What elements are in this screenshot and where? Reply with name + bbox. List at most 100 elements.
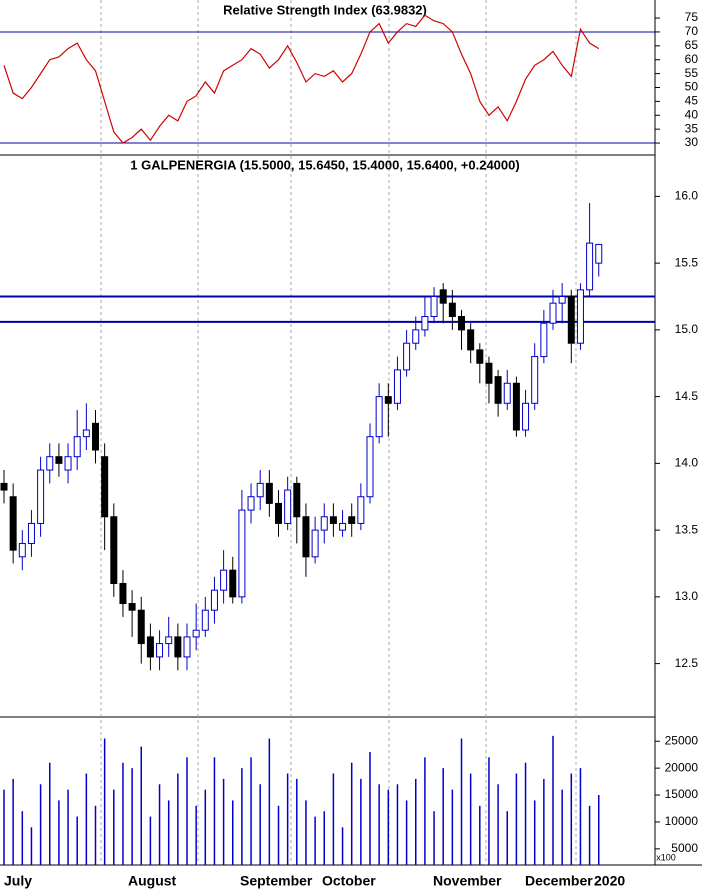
candle-body — [458, 316, 465, 331]
candle-body — [128, 603, 136, 611]
candle-body — [146, 636, 154, 658]
x-tick-label: September — [240, 873, 313, 889]
candle-body — [37, 469, 45, 524]
candle-body — [430, 296, 438, 318]
x-tick-label: 2020 — [594, 873, 625, 889]
candle-body — [357, 496, 365, 524]
candle-body — [46, 456, 54, 471]
candle-body — [275, 502, 282, 524]
candle-body — [110, 516, 118, 585]
x-tick-label: August — [128, 873, 177, 889]
y-tick-label: 13.5 — [675, 522, 699, 536]
candle-body — [174, 636, 182, 658]
y-tick-label: 35 — [685, 121, 699, 135]
candle-body — [201, 609, 209, 631]
candle-body — [156, 643, 164, 658]
candle-body — [393, 369, 401, 404]
candle-body — [448, 302, 456, 318]
y-tick-label: 13.0 — [675, 589, 699, 603]
candle-body — [82, 429, 90, 438]
y-tick-label: 15.5 — [675, 255, 699, 269]
x-tick-label: October — [322, 873, 376, 889]
candle-body — [375, 396, 383, 438]
candle-body — [384, 396, 392, 404]
candle-body — [366, 436, 374, 498]
candle-body — [494, 376, 502, 404]
unit-label: x100 — [656, 852, 676, 862]
candle-body — [540, 322, 548, 358]
candle-body — [348, 516, 356, 524]
candle-body — [412, 329, 420, 344]
candle-body — [311, 529, 319, 558]
candle-body — [238, 509, 246, 598]
candle-body — [522, 402, 530, 431]
y-tick-label: 65 — [685, 38, 699, 52]
candle-body — [165, 636, 173, 645]
y-tick-label: 25000 — [665, 733, 699, 747]
candle-body — [512, 382, 520, 431]
candle-body — [595, 243, 603, 264]
candle-body — [18, 542, 26, 558]
candle-body — [101, 456, 109, 518]
candle-body — [467, 329, 475, 351]
candle-body — [137, 609, 145, 645]
candle-body — [265, 482, 273, 504]
candle-body — [284, 489, 292, 524]
y-tick-label: 12.5 — [675, 656, 699, 670]
candle-body — [503, 382, 511, 404]
x-tick-label: November — [433, 873, 502, 889]
candle-body — [320, 516, 328, 531]
candle-body — [73, 436, 81, 458]
candle-body — [192, 629, 200, 638]
y-tick-label: 55 — [685, 66, 699, 80]
candle-body — [293, 482, 301, 518]
y-tick-label: 16.0 — [675, 189, 699, 203]
y-tick-label: 40 — [685, 107, 699, 121]
candle-body — [119, 583, 127, 605]
candle-body — [220, 569, 228, 591]
y-tick-label: 5000 — [671, 841, 698, 855]
candle-body — [339, 522, 347, 531]
candle-body — [485, 362, 493, 384]
y-tick-label: 50 — [685, 80, 699, 94]
candle-body — [586, 242, 594, 291]
y-tick-label: 60 — [685, 52, 699, 66]
x-tick-label: December — [525, 873, 593, 889]
y-tick-label: 45 — [685, 94, 699, 108]
candle-body — [558, 296, 566, 304]
y-tick-label: 14.0 — [675, 456, 699, 470]
y-tick-label: 20000 — [665, 760, 699, 774]
x-tick-label: July — [4, 873, 32, 889]
candle-body — [55, 456, 63, 464]
rsi-line — [3, 14, 600, 144]
candle-body — [421, 316, 429, 331]
candle-body — [576, 289, 584, 344]
candle-body — [256, 482, 264, 498]
candle-body — [302, 516, 310, 558]
candle-body — [247, 496, 255, 511]
candle-body — [0, 482, 8, 491]
panel-title: 1 GALPENERGIA (15.5000, 15.6450, 15.4000… — [130, 157, 519, 172]
y-tick-label: 14.5 — [675, 389, 699, 403]
candle-body — [329, 516, 337, 524]
candle-body — [210, 589, 218, 611]
y-tick-label: 10000 — [665, 814, 699, 828]
candle-body — [439, 289, 447, 304]
candle-body — [531, 356, 539, 404]
y-tick-label: 70 — [685, 24, 699, 38]
candle-body — [64, 456, 72, 471]
y-tick-label: 15000 — [665, 787, 699, 801]
candle-body — [27, 522, 35, 544]
candle-body — [403, 342, 411, 371]
candle-body — [549, 302, 557, 324]
candle-body — [229, 569, 237, 598]
candle-body — [476, 349, 484, 364]
candle-body — [92, 422, 99, 451]
y-tick-label: 15.0 — [675, 322, 699, 336]
panel-title: Relative Strength Index (63.9832) — [223, 2, 427, 17]
candle-body — [9, 496, 17, 551]
y-tick-label: 75 — [685, 10, 699, 24]
